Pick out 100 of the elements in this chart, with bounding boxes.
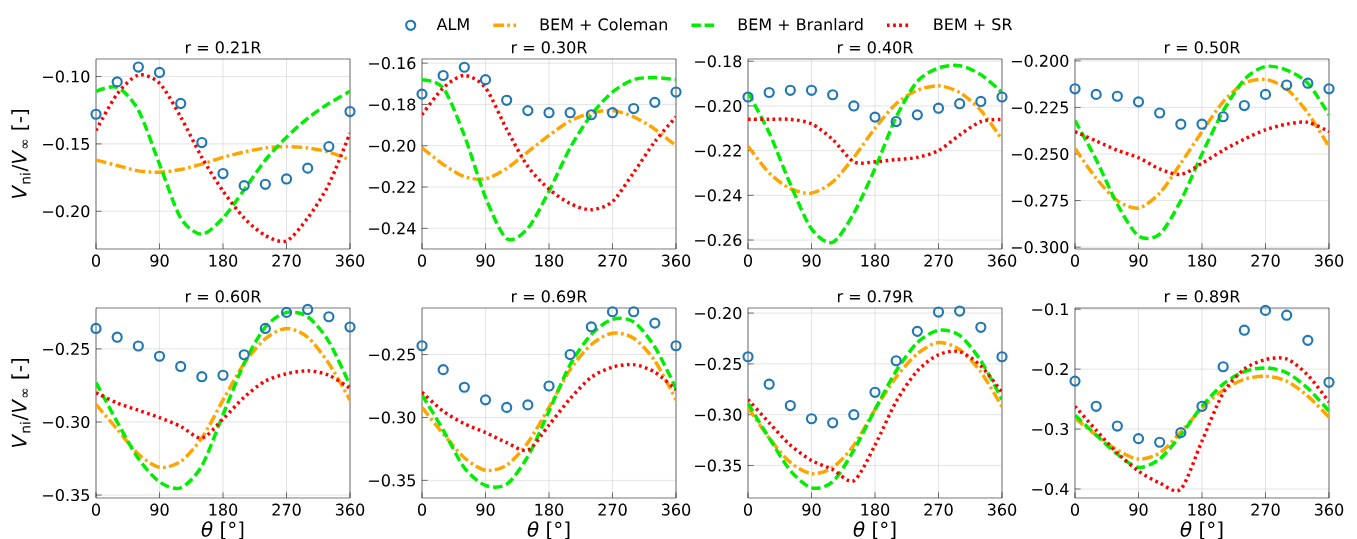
point bbox=[479, 394, 492, 406]
x-tick-label: 180 bbox=[535, 503, 564, 516]
point bbox=[90, 322, 102, 335]
point bbox=[153, 350, 166, 362]
point bbox=[437, 364, 449, 376]
line-series bbox=[422, 331, 676, 473]
line-series bbox=[422, 316, 676, 489]
point bbox=[1154, 436, 1166, 448]
line-series bbox=[96, 326, 351, 470]
chart-title: r = 0.89R bbox=[1164, 290, 1240, 303]
point bbox=[1302, 77, 1314, 89]
y-tick-label: −0.300 bbox=[1011, 241, 1069, 254]
point bbox=[344, 321, 356, 333]
legend-label: BEM + Coleman bbox=[540, 18, 667, 31]
y-tick-label: −0.20 bbox=[43, 205, 90, 218]
point bbox=[323, 140, 335, 153]
point bbox=[1323, 376, 1335, 388]
y-tick-label: −0.25 bbox=[43, 342, 90, 355]
point bbox=[890, 115, 902, 128]
y-tick-label: −0.25 bbox=[369, 348, 416, 361]
line-series bbox=[1075, 366, 1329, 470]
point bbox=[606, 107, 619, 119]
point bbox=[827, 417, 839, 429]
point bbox=[543, 380, 555, 392]
point bbox=[670, 340, 682, 352]
point bbox=[1090, 88, 1102, 100]
x-tick-label: 270 bbox=[1251, 254, 1280, 267]
point bbox=[280, 306, 293, 318]
x-tick-label: 0 bbox=[417, 503, 427, 516]
point bbox=[1259, 88, 1272, 100]
x-tick-label: 180 bbox=[1188, 254, 1217, 267]
point bbox=[805, 413, 818, 425]
point bbox=[890, 355, 902, 367]
y-tick-label: −0.225 bbox=[1011, 101, 1068, 114]
y-axis-title: V$_{ni}$/V$_{∞}$ [-] bbox=[11, 359, 31, 448]
x-axis-title: θ [°] bbox=[527, 521, 570, 539]
point bbox=[111, 76, 123, 88]
point bbox=[280, 173, 293, 185]
x-tick-label: 180 bbox=[1188, 503, 1217, 516]
point bbox=[763, 86, 775, 99]
x-tick-label: 90 bbox=[150, 503, 169, 516]
x-tick-label: 0 bbox=[91, 254, 101, 267]
chart-title: r = 0.40R bbox=[838, 41, 913, 54]
point bbox=[742, 351, 754, 363]
y-tick-label: −0.18 bbox=[369, 98, 416, 111]
line-series bbox=[422, 73, 676, 212]
point bbox=[911, 325, 923, 337]
point bbox=[501, 94, 513, 106]
point bbox=[649, 317, 661, 329]
y-tick-label: −0.10 bbox=[43, 70, 90, 83]
x-tick-label: 0 bbox=[743, 503, 753, 516]
point bbox=[869, 386, 881, 398]
legend-label: BEM + SR bbox=[934, 18, 1013, 31]
y-tick-label: −0.24 bbox=[369, 222, 416, 235]
point bbox=[259, 322, 271, 335]
y-tick-label: −0.22 bbox=[695, 144, 741, 157]
point bbox=[1259, 304, 1272, 316]
x-tick-label: 360 bbox=[661, 254, 691, 267]
x-tick-label: 360 bbox=[335, 503, 365, 516]
point bbox=[1175, 118, 1187, 130]
y-tick-label: −0.30 bbox=[695, 408, 742, 421]
point bbox=[848, 100, 860, 112]
legend-label: BEM + Branlard bbox=[738, 18, 863, 31]
point bbox=[1154, 107, 1166, 119]
point bbox=[954, 305, 966, 317]
x-tick-label: 360 bbox=[335, 254, 365, 267]
point bbox=[1196, 118, 1208, 130]
point bbox=[458, 61, 470, 73]
point bbox=[848, 409, 860, 421]
x-tick-label: 270 bbox=[272, 503, 301, 516]
point bbox=[175, 360, 187, 373]
y-tick-label: −0.26 bbox=[695, 233, 742, 247]
x-tick-label: 270 bbox=[1251, 503, 1280, 516]
y-tick-label: −0.35 bbox=[369, 474, 416, 487]
x-tick-label: 270 bbox=[924, 503, 953, 516]
point bbox=[132, 61, 144, 73]
point bbox=[869, 111, 881, 123]
point bbox=[975, 95, 987, 108]
x-tick-label: 90 bbox=[802, 503, 821, 516]
line-series bbox=[748, 328, 1002, 490]
line-series bbox=[748, 84, 1002, 195]
point bbox=[416, 88, 428, 100]
point bbox=[911, 109, 923, 121]
point bbox=[628, 306, 640, 318]
point bbox=[1196, 400, 1208, 412]
point bbox=[670, 86, 682, 98]
x-tick-label: 270 bbox=[598, 254, 627, 267]
x-tick-label: 360 bbox=[1314, 503, 1344, 516]
point bbox=[90, 108, 102, 120]
point bbox=[975, 321, 987, 333]
x-tick-label: 270 bbox=[924, 254, 953, 267]
line-series bbox=[422, 108, 676, 181]
point bbox=[175, 97, 187, 110]
point bbox=[1069, 83, 1081, 95]
legend-label: ALM bbox=[436, 18, 469, 30]
point bbox=[932, 306, 945, 318]
point bbox=[784, 84, 796, 96]
y-tick-label: −0.200 bbox=[1011, 54, 1069, 67]
x-tick-label: 0 bbox=[417, 254, 427, 267]
chart-title: r = 0.69R bbox=[512, 290, 587, 303]
